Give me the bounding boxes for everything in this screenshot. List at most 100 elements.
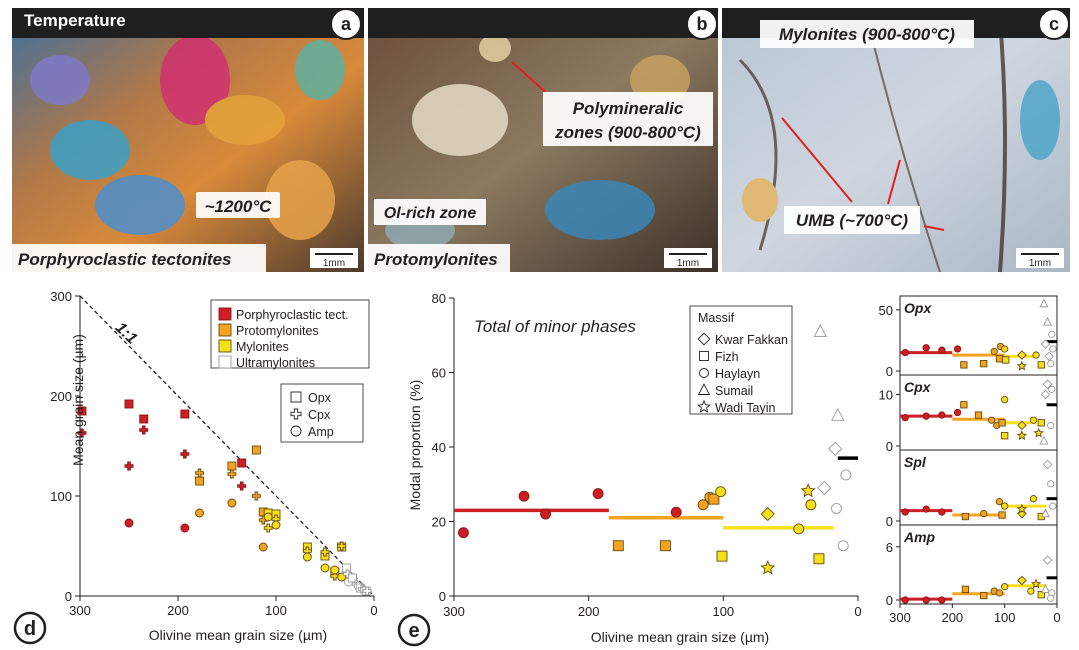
chart-d-point bbox=[271, 520, 281, 530]
chart-spl-y-tick-label: 0 bbox=[886, 514, 893, 529]
chart-e-point bbox=[840, 469, 852, 481]
chart-e-point bbox=[817, 480, 832, 496]
chart-e-xlabel: Olivine mean grain size (µm) bbox=[591, 629, 769, 645]
chart-cpx-point bbox=[922, 412, 930, 420]
chart-e-point bbox=[697, 499, 709, 511]
chart-d-point bbox=[180, 523, 190, 533]
chart-cpx-point bbox=[1048, 385, 1056, 393]
chart-cpx-point bbox=[987, 416, 996, 424]
chart-e-legend-marker bbox=[697, 399, 711, 413]
chart-e-point bbox=[800, 483, 816, 498]
chart-e-marks bbox=[454, 324, 858, 575]
photo-c-mylonite-label: Mylonites (900-800°C) bbox=[779, 25, 955, 44]
chart-amp-point bbox=[901, 596, 909, 604]
chart-amp-x-tick-label: 0 bbox=[1053, 610, 1060, 625]
chart-d-x-tick-label: 200 bbox=[167, 603, 189, 618]
chart-e-y-tick-label: 20 bbox=[432, 515, 446, 530]
photo-a-letter: a bbox=[341, 14, 352, 34]
chart-d-x-tick-label: 100 bbox=[265, 603, 287, 618]
chart-cpx-title: Cpx bbox=[904, 379, 932, 395]
chart-d-point bbox=[227, 469, 237, 479]
chart-opx-point bbox=[1001, 345, 1009, 353]
chart-d-phase-legend-label: Cpx bbox=[308, 408, 331, 422]
chart-cpx-point bbox=[1033, 427, 1044, 438]
chart-d-phase-legend-marker bbox=[290, 425, 302, 437]
chart-cpx-point bbox=[1001, 432, 1009, 440]
chart-amp-x-tick-label: 200 bbox=[941, 610, 963, 625]
chart-e-title: Total of minor phases bbox=[474, 317, 636, 336]
chart-d: 300 200 100 0 0 100 200 300 Mean grain size (µm… bbox=[13, 289, 378, 645]
chart-d-legend-swatch bbox=[218, 307, 232, 321]
chart-e: 300 200 100 0 0 20 40 60 80 Modal proportion (%)… bbox=[397, 291, 862, 647]
chart-cpx-point bbox=[974, 411, 983, 419]
chart-e-point bbox=[518, 490, 530, 502]
chart-e-legend-marker bbox=[699, 351, 709, 361]
chart-d-point bbox=[124, 461, 134, 471]
chart-e-point bbox=[659, 540, 671, 552]
chart-cpx-point bbox=[1029, 416, 1038, 424]
chart-e-legend-label: Sumail bbox=[715, 384, 753, 398]
chart-spl-title: Spl bbox=[904, 454, 927, 470]
chart-cpx-point bbox=[938, 411, 946, 419]
chart-e-x-tick-label: 0 bbox=[854, 604, 861, 619]
chart-d-point bbox=[251, 491, 261, 501]
chart-e-y-tick-label: 0 bbox=[439, 589, 446, 604]
chart-amp-point bbox=[1042, 555, 1053, 565]
photo-c-umb-label: UMB (~700°C) bbox=[796, 211, 908, 230]
chart-spl: Spl 0 bbox=[886, 449, 1058, 529]
chart-opx-point bbox=[1039, 298, 1049, 308]
chart-amp-x-tick-label: 100 bbox=[994, 610, 1016, 625]
chart-d-point bbox=[77, 428, 87, 438]
chart-spl-point bbox=[980, 509, 988, 518]
chart-d-point bbox=[139, 425, 149, 435]
chart-e-point bbox=[805, 499, 817, 511]
chart-d-point bbox=[258, 542, 268, 552]
chart-e-point bbox=[837, 540, 849, 552]
chart-amp-point bbox=[1030, 578, 1042, 589]
photo-a-scalebar: 1mm bbox=[323, 258, 345, 269]
chart-cpx-point bbox=[1039, 435, 1049, 445]
chart-d-x-tick-label: 0 bbox=[370, 603, 377, 618]
chart-d-point bbox=[320, 547, 330, 557]
photo-b-zone-label-1: Polymineralic bbox=[573, 99, 684, 118]
chart-spl-point bbox=[938, 508, 946, 516]
photo-b: b Polymineralic zones (900-800°C) Ol-ric… bbox=[368, 8, 718, 272]
chart-amp-point bbox=[1037, 591, 1045, 599]
chart-e-ylabel: Modal proportion (%) bbox=[407, 380, 423, 511]
chart-opx-point bbox=[1032, 351, 1040, 359]
chart-opx-point bbox=[953, 345, 962, 353]
chart-d-point bbox=[337, 541, 347, 551]
chart-opx-title: Opx bbox=[904, 300, 932, 316]
chart-d-legend-box bbox=[210, 299, 370, 369]
chart-opx-point bbox=[995, 355, 1004, 363]
chart-e-legend-label: Fizh bbox=[715, 350, 739, 364]
photo-c-texture bbox=[738, 19, 1060, 273]
photo-a-texture bbox=[30, 35, 345, 240]
chart-opx-point bbox=[1040, 339, 1051, 349]
photo-a: Temperature a ~1200°C Porphyroclastic te… bbox=[12, 8, 364, 272]
chart-opx-point bbox=[1048, 330, 1056, 338]
chart-d-point bbox=[139, 414, 149, 424]
chart-spl-point bbox=[1042, 459, 1053, 470]
chart-d-legend-label: Protomylonites bbox=[236, 324, 319, 338]
chart-d-x-tick-label: 300 bbox=[69, 603, 91, 618]
chart-d-point bbox=[330, 571, 340, 581]
photo-c-scalebar: 1mm bbox=[1029, 258, 1051, 269]
chart-d-point bbox=[362, 586, 372, 596]
chart-d-y-tick-label: 300 bbox=[50, 289, 72, 304]
chart-amp-point bbox=[938, 596, 946, 604]
photo-b-olrich-label: Ol-rich zone bbox=[384, 205, 477, 222]
chart-opx-point bbox=[990, 347, 998, 356]
chart-e-point bbox=[612, 540, 624, 552]
chart-opx-point bbox=[980, 360, 988, 368]
chart-opx-frame bbox=[899, 295, 1058, 376]
chart-d-one-to-one-line bbox=[79, 295, 375, 597]
chart-e-point bbox=[831, 407, 845, 421]
chart-cpx-point bbox=[1037, 419, 1045, 427]
chart-d-xlabel: Olivine mean grain size (µm) bbox=[149, 627, 327, 643]
photo-b-scalebar: 1mm bbox=[677, 258, 699, 269]
chart-cpx-y-tick-label: 10 bbox=[879, 387, 893, 402]
chart-d-point bbox=[227, 498, 237, 508]
chart-amp-point bbox=[980, 591, 988, 600]
chart-spl-point bbox=[1047, 480, 1055, 488]
